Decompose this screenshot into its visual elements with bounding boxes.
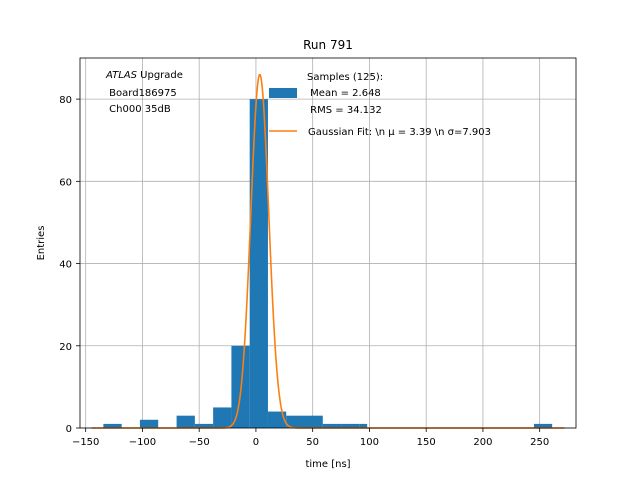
annotation-line-3: Ch000 35dB (106, 104, 171, 115)
histogram-bar (139, 419, 159, 428)
y-tick-label: 20 (59, 342, 72, 353)
x-tick-label: 50 (306, 437, 319, 448)
y-tick-label: 40 (59, 260, 72, 271)
x-axis-label: time [ns] (305, 459, 350, 470)
legend-hist-label-1: Samples (125): (307, 72, 383, 83)
x-tick-label: −50 (189, 437, 210, 448)
chart-title: Run 791 (303, 38, 353, 52)
legend-hist-label-3: RMS = 34.132 (307, 105, 382, 116)
y-tick-label: 80 (59, 95, 72, 106)
annotation-atlas: ATLAS (105, 70, 138, 81)
histogram-bar (534, 423, 553, 428)
legend-hist-swatch (269, 88, 297, 98)
y-tick-label: 0 (66, 424, 72, 435)
annotation-line-2: Board186975 (106, 88, 177, 99)
y-tick-label: 60 (59, 177, 72, 188)
atlas-annotation: ATLAS Upgrade Board186975 Ch000 35dB (105, 70, 183, 115)
legend-fit-label: Gaussian Fit: \n μ = 3.39 \n σ=7.903 (308, 127, 491, 138)
x-tick-label: 200 (473, 437, 492, 448)
plot-frame (79, 57, 577, 429)
legend: Samples (125): Mean = 2.648 RMS = 34.132… (269, 72, 491, 138)
annotation-line-1: ATLAS Upgrade (105, 70, 183, 81)
histogram-bar (267, 411, 287, 428)
histogram-bar (341, 423, 360, 428)
x-tick-label: 100 (360, 437, 379, 448)
y-axis-ticks: 0 20 40 60 80 (59, 95, 80, 435)
x-tick-label: 150 (417, 437, 436, 448)
y-axis-label: Entries (36, 226, 47, 261)
histogram-bar (249, 99, 268, 428)
histogram-bar (359, 423, 368, 428)
histogram-bar (103, 423, 122, 428)
legend-hist-label-2: Mean = 2.648 (307, 88, 381, 99)
x-axis-ticks: −150 −100 −50 0 50 100 150 200 250 (72, 428, 549, 448)
x-tick-label: −150 (72, 437, 99, 448)
annotation-upgrade: Upgrade (137, 70, 183, 81)
histogram-bar (213, 407, 232, 428)
histogram-bar (286, 415, 305, 428)
histogram-bar (194, 423, 214, 428)
histogram-bar (176, 415, 195, 428)
histogram-bar (304, 415, 323, 428)
x-tick-label: −100 (129, 437, 156, 448)
x-tick-label: 0 (253, 437, 259, 448)
histogram-bar (322, 423, 342, 428)
x-tick-label: 250 (530, 437, 549, 448)
